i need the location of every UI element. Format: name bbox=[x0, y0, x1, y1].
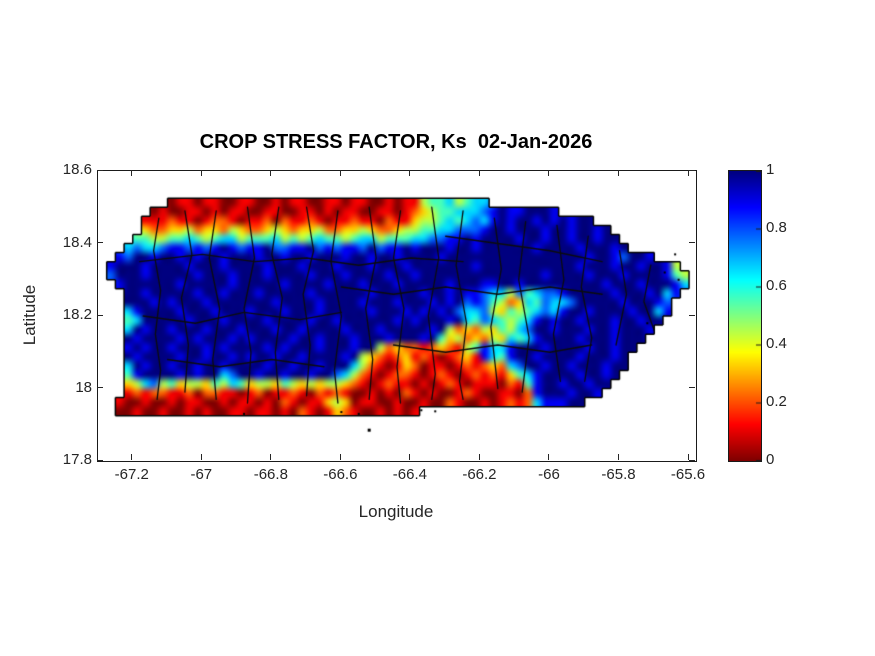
chart-title: CROP STRESS FACTOR, Ks 02-Jan-2026 bbox=[199, 131, 593, 153]
x-tick-label: -66.8 bbox=[253, 466, 288, 483]
x-tick bbox=[270, 454, 272, 460]
x-tick-top bbox=[548, 170, 550, 176]
colorbar-tick-label: 0 bbox=[766, 451, 775, 468]
x-tick-label: -65.6 bbox=[670, 466, 706, 483]
colorbar-canvas bbox=[729, 171, 761, 461]
heatmap-canvas bbox=[98, 171, 696, 461]
y-tick-label: 18.2 bbox=[62, 306, 92, 323]
y-tick-right bbox=[689, 314, 695, 316]
x-tick-label: -66.2 bbox=[462, 466, 497, 483]
y-tick-label: 18.4 bbox=[62, 233, 92, 251]
y-tick-right bbox=[689, 387, 695, 388]
x-tick-top bbox=[409, 170, 411, 176]
x-tick bbox=[200, 454, 202, 460]
x-tick-label: -67 bbox=[190, 466, 213, 483]
x-axis-label: Longitude bbox=[358, 502, 434, 521]
colorbar-tick-label: 0.8 bbox=[766, 219, 787, 236]
x-tick-label: -67.2 bbox=[114, 466, 149, 483]
y-tick-right bbox=[689, 459, 695, 461]
y-tick bbox=[97, 314, 103, 316]
x-tick-top bbox=[200, 170, 202, 176]
y-tick bbox=[97, 459, 103, 461]
x-tick-top bbox=[270, 170, 272, 176]
x-tick bbox=[131, 454, 133, 460]
x-tick-top bbox=[478, 170, 480, 176]
x-tick bbox=[409, 454, 411, 460]
x-tick-label: -65.8 bbox=[601, 466, 636, 483]
y-tick-right bbox=[689, 169, 695, 171]
colorbar-tick-label: 0.2 bbox=[766, 393, 787, 410]
plot-area bbox=[97, 170, 697, 462]
colorbar-tick-label: 0.4 bbox=[766, 335, 787, 352]
x-tick-label: -66 bbox=[538, 466, 560, 483]
x-tick-top bbox=[131, 170, 133, 176]
x-tick-label: -66.4 bbox=[392, 466, 427, 483]
x-tick bbox=[687, 454, 689, 460]
y-tick-label: 18 bbox=[75, 378, 92, 396]
x-tick-top bbox=[618, 170, 619, 176]
x-tick-top bbox=[687, 170, 689, 176]
x-tick bbox=[548, 454, 550, 460]
colorbar bbox=[728, 170, 762, 462]
colorbar-tick-label: 1 bbox=[766, 161, 775, 178]
x-tick bbox=[478, 454, 480, 460]
x-tick-label: -66.6 bbox=[323, 466, 358, 483]
y-tick bbox=[97, 242, 103, 243]
colorbar-tick-label: 0.6 bbox=[766, 277, 787, 294]
x-tick bbox=[618, 454, 619, 460]
y-tick bbox=[97, 169, 103, 171]
y-tick bbox=[97, 387, 103, 388]
y-tick-label: 18.6 bbox=[62, 161, 92, 178]
y-tick-right bbox=[689, 242, 695, 243]
x-tick-top bbox=[339, 170, 341, 176]
y-tick-label: 17.8 bbox=[62, 451, 92, 468]
x-tick bbox=[339, 454, 341, 460]
